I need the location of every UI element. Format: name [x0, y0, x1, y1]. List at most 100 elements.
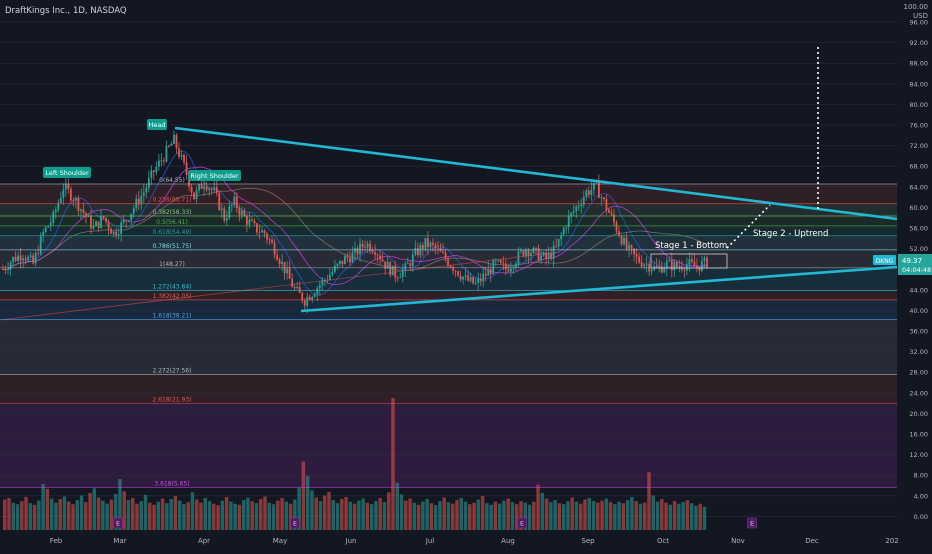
fib-label-2.272: 2.272(27.56)	[152, 367, 191, 374]
candle-body	[215, 187, 218, 193]
volume-bar	[421, 501, 425, 530]
volume-bar	[340, 499, 344, 530]
candle-body	[565, 227, 568, 229]
price-tick-label: 64.00	[909, 183, 928, 191]
bar-countdown: 04:04:48	[902, 266, 931, 274]
candle-body	[675, 261, 678, 268]
candle-body	[472, 277, 475, 284]
fib-band	[0, 290, 897, 300]
volume-bar	[532, 501, 536, 530]
grid-lines	[0, 21, 897, 517]
volume-bar	[391, 398, 395, 530]
volume-bar	[566, 501, 570, 530]
volume-bar	[186, 502, 190, 530]
candle-body	[117, 234, 120, 236]
volume-bar	[135, 503, 139, 530]
candle-body	[313, 294, 316, 297]
volume-bar	[442, 497, 446, 530]
candle-body	[399, 276, 402, 278]
fib-label-0: 0(64.55)	[159, 177, 185, 184]
time-tick-label: Feb	[50, 537, 63, 545]
candle-body	[318, 285, 321, 289]
volume-bar	[357, 500, 361, 530]
candle-body	[464, 275, 467, 277]
candle-body	[411, 254, 414, 267]
candle-body	[371, 251, 374, 253]
candle-body	[165, 145, 168, 162]
candle-body	[107, 221, 110, 229]
price-axis[interactable]	[898, 22, 932, 532]
volume-bar	[101, 500, 105, 530]
candle-body	[665, 261, 668, 269]
candle-body	[230, 205, 233, 207]
candle-body	[316, 288, 319, 295]
candle-body	[72, 200, 75, 202]
volume-bar	[229, 501, 233, 530]
candle-body	[482, 273, 485, 282]
candle-body	[693, 261, 696, 266]
volume-bar	[647, 472, 651, 530]
candle-body	[140, 195, 143, 205]
volume-bar	[105, 503, 109, 530]
volume-bar	[480, 495, 485, 530]
candle-body	[198, 184, 201, 191]
candle-body	[105, 217, 107, 222]
earnings-marker-label: E	[293, 520, 297, 528]
volume-bar	[58, 499, 62, 530]
candle-body	[429, 242, 432, 248]
volume-bar	[88, 492, 92, 530]
volume-bar	[49, 498, 54, 530]
volume-bar	[165, 503, 169, 530]
volume-bar	[694, 505, 698, 530]
volume-bar	[476, 499, 481, 530]
candle-body	[323, 279, 326, 281]
upper-trendline	[174, 126, 898, 221]
candle-body	[240, 210, 243, 215]
volume-bar	[446, 502, 451, 530]
candle-body	[432, 242, 434, 245]
volume-bar	[113, 493, 118, 530]
candle-body	[542, 252, 545, 256]
volume-bar	[510, 502, 515, 530]
volume-bar	[203, 498, 207, 530]
candle-body	[643, 264, 646, 267]
time-axis[interactable]	[0, 532, 932, 550]
volume-bar	[382, 502, 387, 530]
fib-label-3.618: 3.618(5.65)	[154, 480, 189, 487]
candle-body	[286, 268, 289, 274]
candle-body	[454, 270, 457, 272]
candle-body	[394, 265, 397, 278]
volume-bar	[284, 501, 289, 530]
volume-bar	[118, 478, 122, 530]
volume-bar	[92, 488, 97, 530]
price-tick-label: 36.00	[909, 328, 928, 336]
candle-body	[17, 255, 19, 261]
volume-bar	[634, 501, 638, 530]
candle-body	[97, 221, 100, 229]
candle-body	[253, 220, 256, 224]
volume-bar	[489, 504, 493, 530]
fib-label-0.618: 0.618(54.49)	[152, 229, 191, 236]
fib-band	[0, 225, 897, 236]
volume-bar	[276, 500, 280, 530]
candle-body	[110, 228, 113, 234]
candle-body	[585, 190, 588, 198]
volume-bar	[96, 497, 101, 530]
candle-body	[691, 259, 693, 262]
stage2-label: Stage 2 - Uptrend	[753, 229, 828, 239]
price-tick-label: 28.00	[909, 369, 928, 377]
volume-bar	[195, 499, 199, 530]
candle-body	[39, 236, 42, 254]
candle-body	[504, 263, 507, 270]
volume-bar	[126, 500, 131, 530]
candle-body	[218, 192, 221, 210]
candle-body	[525, 249, 527, 256]
volume-bar	[160, 498, 165, 530]
price-axis-labels: 96.00 92.00 88.00 84.00 80.00 76.00 72.00 68.00…	[909, 19, 928, 521]
candle-body	[572, 211, 575, 213]
volume-bar	[169, 499, 173, 530]
candle-body	[374, 252, 377, 255]
candle-body	[235, 196, 238, 209]
